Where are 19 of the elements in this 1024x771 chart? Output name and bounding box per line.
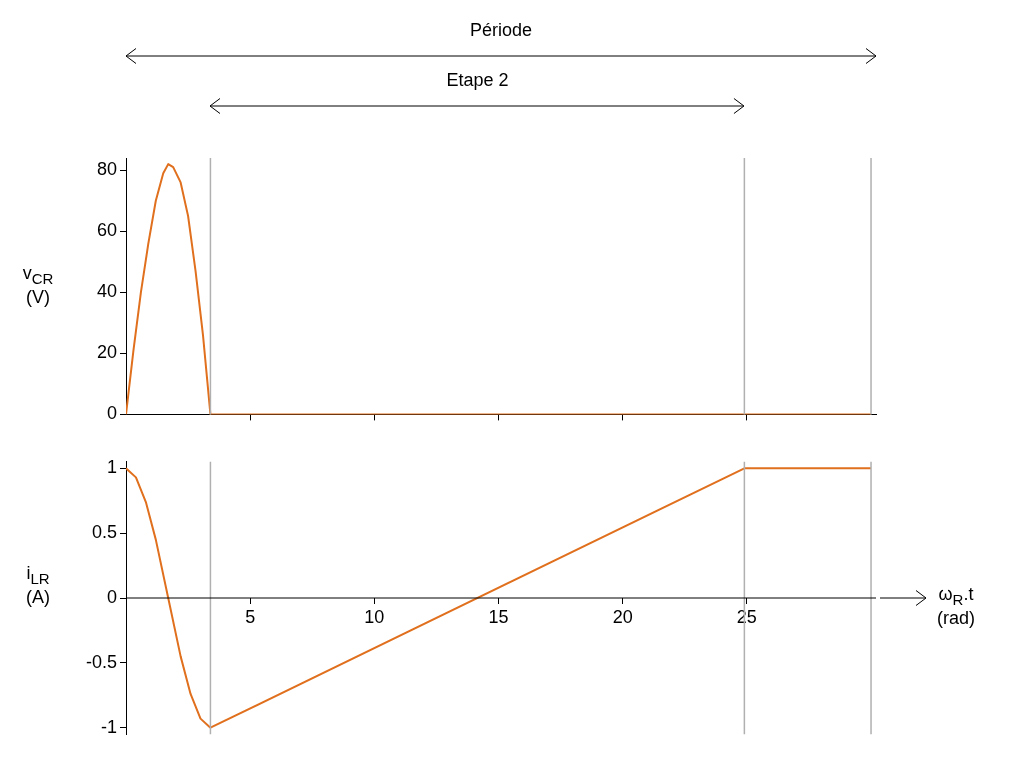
y-tick-label: -0.5 [85,651,117,672]
y-tick-label: 0.5 [91,522,117,543]
y-tick-label: 0 [106,403,117,424]
y-axis-title: i$_{LR}$ (A) [25,563,51,608]
y-tick-label: 80 [96,159,117,180]
text: Etape 2 [445,70,510,91]
y-tick-label: 0 [106,586,117,607]
x-tick-label: 10 [364,606,385,627]
x-tick-label: 20 [612,606,633,627]
text: Période [468,20,533,41]
x-axis-title: ω$_{R}$.t (rad) [936,584,976,629]
y-tick-label: 1 [106,457,117,478]
y-axis-title: v$_{CR}$ (V) [21,263,55,308]
y-tick-label: 40 [96,281,117,302]
y-tick-label: -1 [100,716,117,737]
x-tick-label: 15 [488,606,509,627]
x-tick-label: 5 [245,606,256,627]
y-tick-label: 60 [96,220,117,241]
y-tick-label: 20 [96,342,117,363]
